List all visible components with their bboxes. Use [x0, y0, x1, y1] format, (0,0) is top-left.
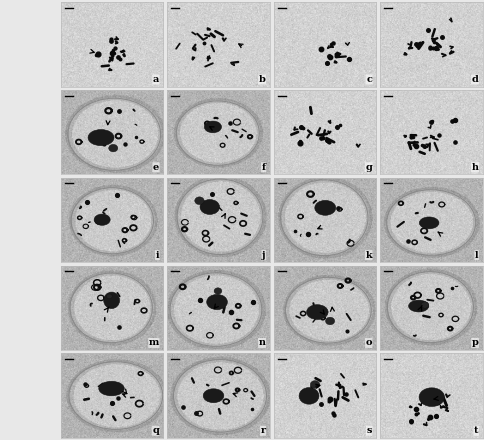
Ellipse shape — [310, 381, 319, 389]
Ellipse shape — [88, 129, 114, 146]
Text: e: e — [152, 163, 159, 172]
Ellipse shape — [204, 121, 221, 133]
Text: g: g — [364, 163, 371, 172]
Ellipse shape — [213, 288, 221, 294]
Text: j: j — [261, 251, 265, 260]
Text: n: n — [258, 338, 265, 348]
Text: m: m — [149, 338, 159, 348]
Ellipse shape — [106, 294, 112, 299]
Text: s: s — [366, 426, 371, 435]
Ellipse shape — [419, 217, 438, 229]
Ellipse shape — [195, 197, 204, 205]
Ellipse shape — [306, 305, 327, 319]
Text: d: d — [470, 75, 478, 84]
Text: b: b — [258, 75, 265, 84]
Text: i: i — [155, 251, 159, 260]
Ellipse shape — [104, 292, 120, 308]
Ellipse shape — [420, 302, 428, 308]
Ellipse shape — [94, 214, 110, 225]
Text: t: t — [473, 426, 478, 435]
Text: f: f — [261, 163, 265, 172]
Text: p: p — [470, 338, 478, 348]
Text: k: k — [364, 251, 371, 260]
Text: r: r — [260, 426, 265, 435]
Ellipse shape — [203, 389, 223, 403]
Text: o: o — [365, 338, 371, 348]
Ellipse shape — [206, 294, 227, 310]
Ellipse shape — [108, 144, 118, 152]
Text: l: l — [474, 251, 478, 260]
Text: a: a — [152, 75, 159, 84]
Text: h: h — [470, 163, 478, 172]
Ellipse shape — [199, 200, 219, 214]
Ellipse shape — [418, 388, 443, 407]
Ellipse shape — [99, 381, 124, 396]
Ellipse shape — [325, 317, 334, 325]
Ellipse shape — [314, 200, 335, 215]
Text: q: q — [152, 426, 159, 435]
Ellipse shape — [408, 300, 428, 312]
Text: c: c — [365, 75, 371, 84]
Ellipse shape — [299, 388, 318, 404]
